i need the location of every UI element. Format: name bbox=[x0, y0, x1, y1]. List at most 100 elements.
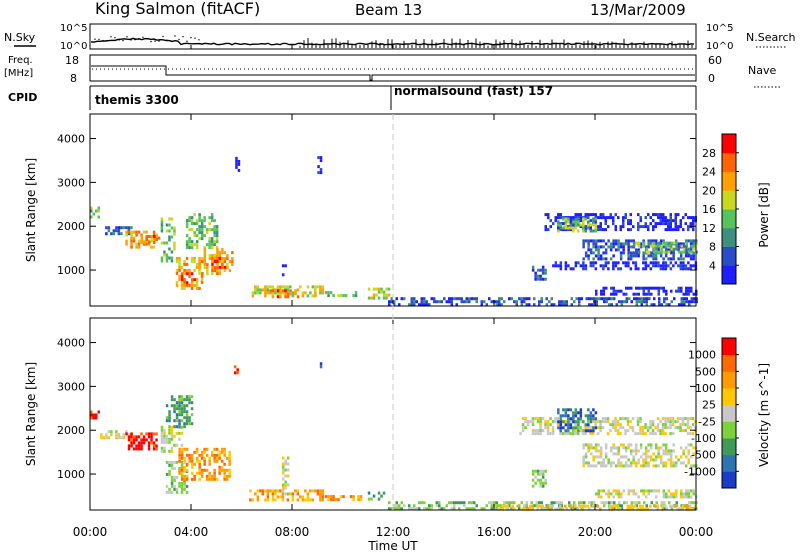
power-cell bbox=[594, 242, 598, 246]
power-colorbar-tick-label: 4 bbox=[709, 259, 716, 272]
velocity-cell bbox=[669, 432, 672, 436]
velocity-cell bbox=[550, 501, 553, 505]
velocity-colorbar-swatch bbox=[722, 421, 736, 439]
power-cell bbox=[564, 223, 568, 227]
power-cell bbox=[650, 292, 653, 296]
velocity-cell bbox=[679, 429, 682, 433]
power-cell bbox=[135, 230, 138, 234]
velocity-cell bbox=[531, 432, 535, 436]
power-cell bbox=[649, 222, 652, 226]
power-cell bbox=[354, 291, 358, 295]
power-cell bbox=[569, 219, 572, 223]
power-cell bbox=[327, 291, 330, 295]
power-cell bbox=[208, 237, 211, 241]
velocity-cell bbox=[574, 414, 578, 418]
velocity-cell bbox=[523, 504, 526, 508]
velocity-cell bbox=[137, 441, 141, 445]
velocity-cell bbox=[185, 462, 189, 466]
power-cell bbox=[237, 159, 241, 163]
power-cell bbox=[210, 240, 214, 244]
velocity-cell bbox=[304, 498, 307, 502]
velocity-cell bbox=[413, 507, 416, 511]
power-cell bbox=[559, 213, 562, 217]
velocity-cell bbox=[649, 446, 653, 450]
velocity-cell bbox=[152, 441, 156, 445]
velocity-cell bbox=[614, 426, 617, 430]
velocity-cell bbox=[599, 446, 603, 450]
power-patch-6 bbox=[180, 272, 196, 285]
power-cell bbox=[117, 229, 121, 233]
power-cell bbox=[440, 300, 443, 304]
power-cell bbox=[593, 303, 596, 307]
power-cell bbox=[652, 250, 656, 254]
velocity-cell bbox=[163, 449, 166, 453]
velocity-cell bbox=[321, 489, 325, 493]
velocity-cell bbox=[584, 429, 588, 433]
velocity-cell bbox=[200, 453, 204, 457]
power-cell bbox=[617, 289, 620, 293]
power-cell bbox=[652, 219, 655, 223]
power-cell bbox=[612, 219, 615, 223]
velocity-cell bbox=[188, 456, 191, 460]
power-colorbar-swatch bbox=[722, 227, 736, 247]
power-cell bbox=[175, 259, 179, 263]
velocity-cell bbox=[337, 498, 340, 502]
velocity-cell bbox=[130, 444, 133, 448]
velocity-cell bbox=[183, 459, 186, 463]
velocity-cell bbox=[589, 432, 592, 436]
velocity-cell bbox=[617, 461, 620, 465]
velocity-cell bbox=[332, 495, 335, 499]
power-cell bbox=[218, 259, 222, 263]
velocity-cell bbox=[651, 423, 655, 427]
velocity-cell bbox=[228, 468, 231, 472]
power-cell bbox=[602, 257, 605, 261]
velocity-cell bbox=[592, 446, 595, 450]
power-cell bbox=[145, 239, 148, 243]
power-cell bbox=[438, 300, 441, 304]
velocity-cell bbox=[536, 469, 540, 473]
velocity-cell bbox=[608, 501, 611, 505]
velocity-cell bbox=[178, 447, 181, 451]
velocity-cell bbox=[640, 489, 643, 493]
velocity-cell bbox=[529, 507, 532, 511]
power-cell bbox=[672, 264, 675, 268]
velocity-cell bbox=[642, 452, 645, 456]
velocity-cell bbox=[183, 465, 186, 469]
velocity-cell bbox=[208, 462, 211, 466]
velocity-cell bbox=[644, 432, 647, 436]
power-cell bbox=[281, 264, 285, 268]
velocity-cell bbox=[170, 481, 174, 485]
velocity-cell bbox=[541, 417, 545, 421]
power-cell bbox=[605, 297, 608, 301]
velocity-cell bbox=[661, 426, 665, 430]
velocity-cell bbox=[612, 446, 615, 450]
velocity-cell bbox=[163, 431, 166, 435]
velocity-cell bbox=[188, 401, 191, 405]
velocity-cell bbox=[634, 446, 638, 450]
power-cell bbox=[428, 303, 431, 307]
power-cell bbox=[198, 256, 201, 260]
power-cell bbox=[630, 286, 633, 290]
power-cell bbox=[677, 250, 681, 254]
power-cell bbox=[140, 241, 143, 244]
power-cell bbox=[372, 296, 376, 300]
velocity-cell bbox=[137, 447, 141, 451]
velocity-cell bbox=[218, 471, 221, 475]
power-cell bbox=[677, 242, 680, 246]
velocity-cell bbox=[612, 452, 615, 456]
velocity-cell bbox=[372, 494, 376, 498]
velocity-cell bbox=[175, 425, 179, 429]
velocity-cell bbox=[684, 446, 688, 450]
power-cell bbox=[211, 260, 214, 264]
velocity-cell bbox=[110, 430, 113, 434]
velocity-cell bbox=[334, 498, 338, 502]
power-cell bbox=[195, 228, 199, 232]
power-cell bbox=[679, 222, 682, 226]
power-cell bbox=[152, 245, 156, 249]
velocity-cell bbox=[686, 432, 690, 436]
velocity-cell bbox=[170, 437, 174, 441]
power-cell bbox=[564, 228, 567, 232]
velocity-cell bbox=[659, 429, 662, 433]
velocity-cell bbox=[684, 504, 687, 508]
velocity-cell bbox=[145, 438, 148, 442]
